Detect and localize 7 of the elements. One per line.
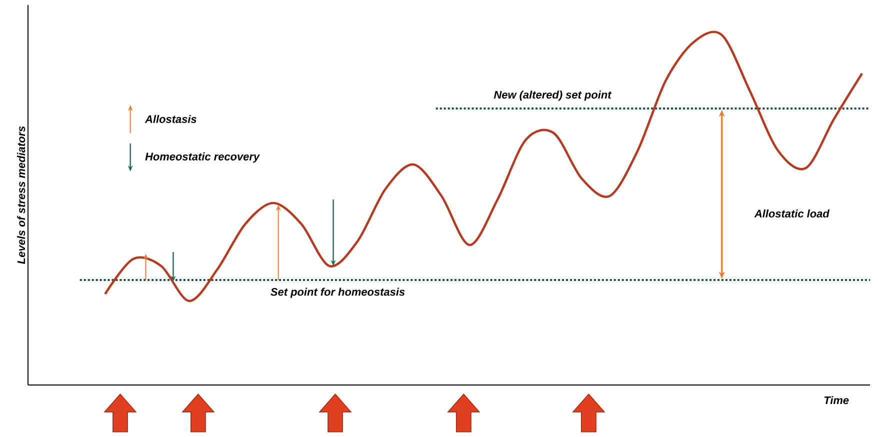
ref-line-label: New (altered) set point (494, 90, 612, 101)
ref-line-label: Set point for homeostasis (270, 288, 405, 298)
annotation: Allostatic load (754, 209, 830, 218)
annotation: Homeostatic recovery (145, 152, 260, 163)
y-axis-title: Levels of stress mediators (17, 126, 26, 264)
annotation: Allostasis (144, 114, 196, 124)
x-axis-title: Time (824, 396, 849, 404)
